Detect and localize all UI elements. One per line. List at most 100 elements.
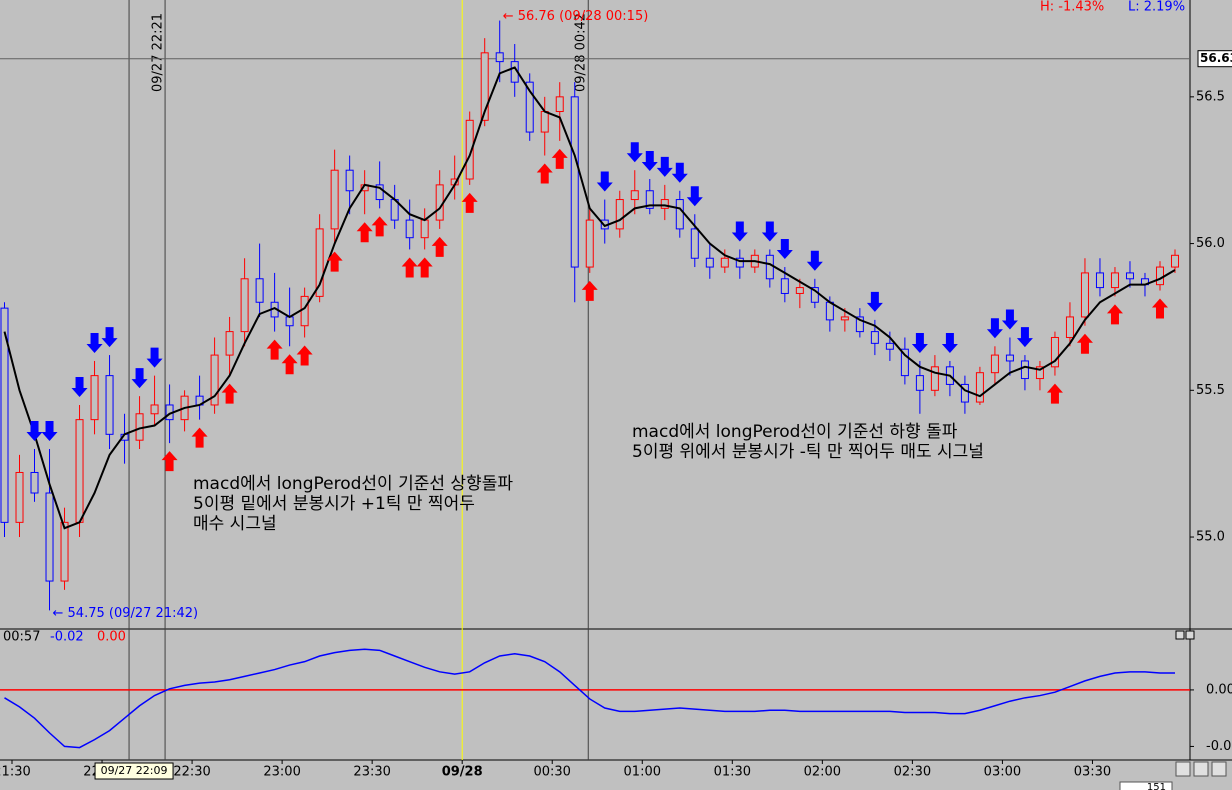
candle-body xyxy=(0,307,9,523)
candle-body xyxy=(1125,272,1134,280)
sell-arrow xyxy=(656,156,673,177)
buy-arrow xyxy=(431,236,448,257)
tool-button[interactable] xyxy=(1211,761,1227,777)
marker-label-box xyxy=(94,762,174,780)
candle-body xyxy=(705,257,714,268)
marker-label: 09/28 00:42 xyxy=(574,13,589,92)
candle-body xyxy=(285,316,294,327)
candle-body xyxy=(405,219,414,239)
sell-arrow xyxy=(941,332,958,353)
buy-arrow xyxy=(326,251,343,272)
sell-arrow xyxy=(26,420,43,441)
candle-body xyxy=(855,316,864,333)
sell-arrow xyxy=(866,291,883,312)
sell-arrow xyxy=(86,332,103,353)
signal-value: 0.00 xyxy=(97,630,126,645)
buy-arrow xyxy=(1151,298,1168,319)
x-tick-label: 09/28 xyxy=(442,765,483,780)
candle-body xyxy=(1170,254,1179,268)
sell-arrow xyxy=(1001,309,1018,330)
candle-body xyxy=(720,257,729,268)
signal-note: 5이평 밑에서 분봉시가 +1틱 만 찍어두 xyxy=(193,494,475,514)
buy-arrow xyxy=(551,148,568,169)
buy-arrow xyxy=(296,345,313,366)
candle-body xyxy=(1020,360,1029,380)
sell-arrow xyxy=(596,171,613,192)
candle-body xyxy=(540,111,549,133)
buy-arrow xyxy=(581,280,598,301)
candle-body xyxy=(435,184,444,221)
sell-arrow xyxy=(146,347,163,368)
candle-body xyxy=(45,492,54,582)
x-tick-label: 21:30 xyxy=(0,765,31,780)
candle-body xyxy=(525,81,534,133)
candle-body xyxy=(90,375,99,421)
macd-value: -0.02 xyxy=(50,630,84,645)
sell-arrow xyxy=(671,162,688,183)
candle-body xyxy=(75,419,84,523)
x-tick-label: 02:00 xyxy=(804,765,841,780)
panel-button[interactable] xyxy=(1185,630,1195,640)
candle-body xyxy=(315,228,324,297)
candle-body xyxy=(15,471,24,523)
candle-body xyxy=(1080,272,1089,318)
buy-arrow xyxy=(356,222,373,243)
candle-body xyxy=(915,375,924,391)
candle-body xyxy=(765,254,774,280)
price-annotation: ← 56.76 (09/28 00:15) xyxy=(503,9,649,24)
candle-body xyxy=(420,219,429,239)
buy-arrow xyxy=(161,451,178,472)
candle-body xyxy=(1005,354,1014,362)
candle-body xyxy=(1155,266,1164,286)
candle-body xyxy=(495,52,504,63)
buy-arrow xyxy=(401,257,418,278)
y-tick-label: 56.5 xyxy=(1196,89,1225,104)
candle-body xyxy=(735,257,744,268)
buy-arrow xyxy=(1106,304,1123,325)
candle-body xyxy=(1035,366,1044,380)
moving-average xyxy=(3,66,1176,530)
candle-body xyxy=(1095,272,1104,289)
candle-body xyxy=(345,169,354,192)
candle-body xyxy=(630,190,639,201)
x-tick-label: 03:30 xyxy=(1074,765,1111,780)
buy-arrow xyxy=(266,339,283,360)
scroll-field[interactable] xyxy=(1119,781,1173,790)
macd-line xyxy=(4,648,1175,749)
buy-arrow xyxy=(221,383,238,404)
y-tick-label: 55.5 xyxy=(1196,383,1225,398)
y-tick-label: 56.0 xyxy=(1196,236,1225,251)
candle-body xyxy=(210,354,219,406)
candle-body xyxy=(585,219,594,268)
x-tick-label: 03:00 xyxy=(984,765,1021,780)
sell-arrow xyxy=(761,221,778,242)
candle-body xyxy=(960,383,969,403)
tool-button[interactable] xyxy=(1175,761,1191,777)
candle-body xyxy=(675,199,684,230)
signal-note: macd에서 longPerod선이 기준선 하향 돌파 xyxy=(632,422,958,442)
crosshair-box xyxy=(1197,50,1232,68)
sell-arrow xyxy=(806,250,823,271)
candle-body xyxy=(795,287,804,294)
sell-arrow xyxy=(1016,327,1033,348)
buy-arrow xyxy=(281,354,298,375)
candle-body xyxy=(615,199,624,230)
x-tick-label: 01:30 xyxy=(714,765,751,780)
y-tick-label: 0.00 xyxy=(1206,682,1232,697)
candle-body xyxy=(810,287,819,303)
candle-body xyxy=(375,184,384,201)
tool-button[interactable] xyxy=(1193,761,1209,777)
panel-button[interactable] xyxy=(1175,630,1185,640)
crosshair-label: 56.63 xyxy=(1200,51,1232,65)
candle-body xyxy=(240,278,249,333)
candle-body xyxy=(30,471,39,494)
candle-body xyxy=(660,199,669,209)
sell-arrow xyxy=(41,420,58,441)
candle-body xyxy=(825,301,834,321)
candle-body xyxy=(465,119,474,180)
candle-body xyxy=(690,228,699,259)
low-change: L: 2.19% xyxy=(1128,0,1185,15)
marker-label: 09/27 22:09 xyxy=(101,764,168,777)
